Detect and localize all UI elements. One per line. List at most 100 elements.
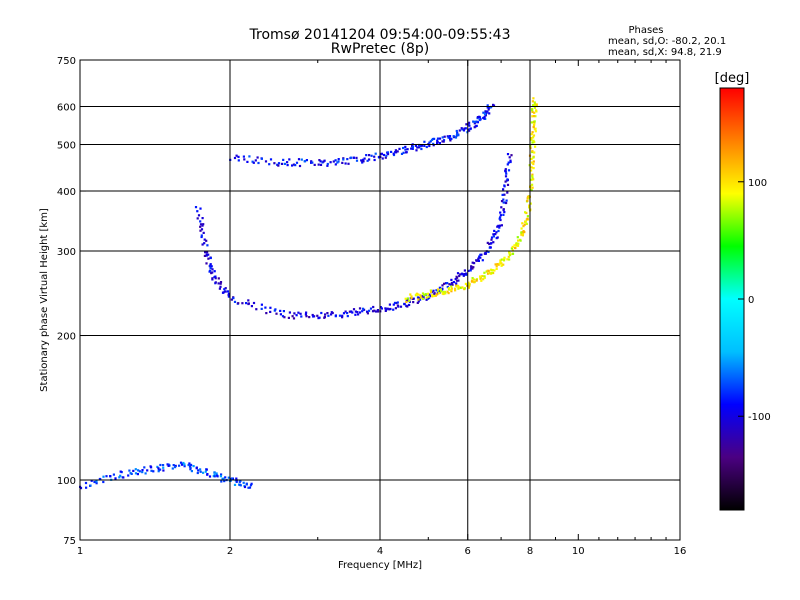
scatter-point: [219, 285, 222, 288]
colorbar-title: [deg]: [715, 71, 750, 86]
scatter-point: [490, 271, 494, 274]
scatter-point: [486, 104, 489, 107]
scatter-point: [492, 104, 496, 107]
scatter-point: [534, 115, 537, 118]
scatter-point: [233, 483, 237, 486]
scatter-point: [499, 218, 502, 222]
scatter-point: [452, 281, 455, 284]
scatter-point: [454, 287, 457, 290]
scatter-point: [465, 273, 468, 276]
scatter-point: [247, 486, 250, 489]
scatter-point: [450, 287, 454, 290]
scatter-point: [337, 160, 340, 163]
scatter-point: [237, 159, 240, 162]
scatter-point: [436, 288, 440, 291]
scatter-point: [246, 160, 249, 163]
scatter-point: [190, 463, 193, 467]
y-tick-label: 500: [57, 141, 76, 152]
scatter-point: [348, 310, 351, 313]
scatter-point: [311, 313, 314, 317]
scatter-point: [423, 140, 426, 143]
scatter-point: [446, 282, 449, 285]
scatter-point: [447, 292, 450, 295]
scatter-point: [132, 469, 135, 472]
scatter-point: [380, 152, 383, 155]
scatter-point: [202, 223, 205, 226]
scatter-point: [476, 121, 479, 124]
scatter-point: [457, 279, 460, 282]
scatter-point: [529, 202, 532, 205]
scatter-point: [392, 303, 395, 306]
scatter-point: [352, 156, 355, 159]
scatter-point: [513, 244, 516, 247]
scatter-point: [494, 233, 497, 236]
scatter-point: [400, 152, 404, 155]
scatter-point: [105, 475, 108, 478]
scatter-point: [137, 469, 140, 472]
scatter-point: [436, 139, 439, 142]
scatter-point: [146, 469, 149, 472]
scatter-point: [346, 312, 349, 315]
scatter-point: [303, 160, 306, 163]
scatter-point: [499, 216, 502, 219]
scatter-point: [535, 104, 538, 108]
scatter-point: [187, 463, 190, 467]
scatter-point: [273, 309, 276, 312]
scatter-point: [232, 297, 235, 300]
scatter-point: [404, 148, 407, 151]
scatter-point: [533, 128, 536, 131]
scatter-point: [369, 307, 373, 310]
scatter-point: [531, 173, 534, 176]
scatter-point: [472, 281, 475, 284]
scatter-point: [273, 162, 276, 165]
colorbar-tick-label: 100: [748, 178, 767, 189]
scatter-point: [500, 206, 503, 209]
scatter-point: [522, 225, 525, 228]
scatter-point: [269, 306, 272, 309]
scatter-point: [508, 252, 511, 255]
scatter-point: [202, 231, 205, 234]
scatter-point: [535, 109, 538, 112]
scatter-point: [450, 290, 453, 293]
scatter-point: [533, 103, 536, 106]
scatter-point: [268, 163, 271, 166]
scatter-point: [478, 116, 481, 119]
scatter-point: [99, 478, 102, 481]
scatter-point: [282, 310, 285, 313]
scatter-point: [247, 299, 250, 302]
scatter-point: [338, 314, 342, 317]
scatter-point: [220, 480, 223, 483]
scatter-point: [526, 195, 530, 198]
scatter-point: [442, 140, 445, 143]
scatter-point: [220, 473, 223, 476]
scatter-point: [317, 317, 320, 320]
scatter-point: [200, 228, 204, 231]
scatter-point: [425, 145, 428, 149]
scatter-point: [436, 293, 439, 296]
scatter-point: [411, 297, 414, 300]
scatter-point: [162, 466, 165, 469]
scatter-point: [305, 315, 308, 318]
scatter-point: [416, 301, 419, 304]
scatter-point: [513, 246, 517, 250]
scatter-point: [488, 106, 491, 109]
scatter-point: [489, 246, 492, 249]
scatter-point: [233, 300, 237, 303]
scatter-point: [429, 140, 432, 143]
scatter-point: [532, 167, 535, 170]
scatter-point: [467, 286, 470, 289]
scatter-point: [230, 477, 233, 480]
scatter-point: [482, 278, 485, 281]
scatter-point: [329, 161, 332, 164]
scatter-point: [436, 137, 440, 140]
scatter-point: [440, 290, 443, 293]
scatter-point: [487, 250, 490, 253]
scatter-point: [465, 272, 468, 275]
scatter-point: [205, 262, 208, 265]
scatter-point: [206, 244, 209, 247]
y-tick-label: 600: [57, 103, 76, 114]
scatter-point: [451, 283, 454, 286]
scatter-point: [95, 482, 98, 485]
scatter-point: [260, 307, 263, 310]
scatter-point: [174, 464, 177, 467]
